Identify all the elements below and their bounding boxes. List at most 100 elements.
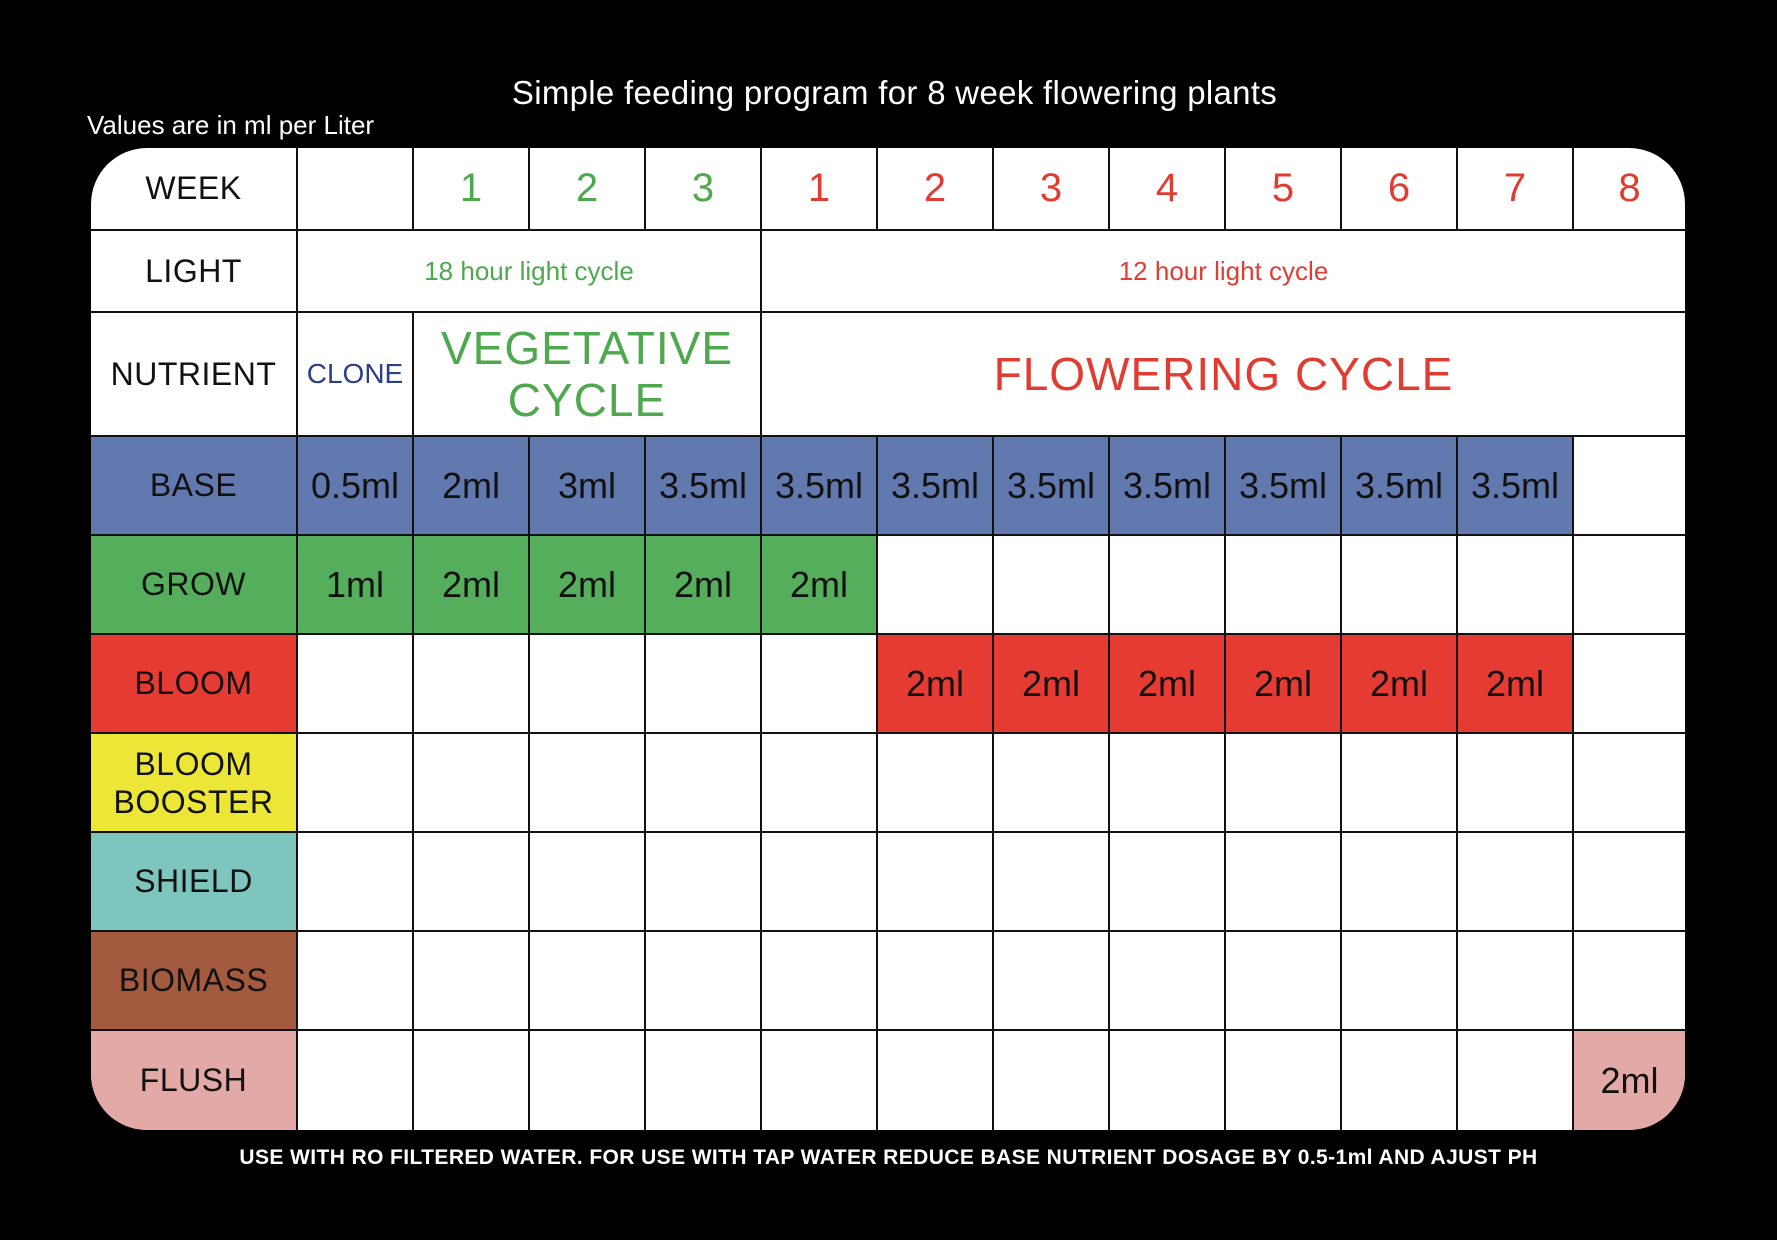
shield-dose-cell xyxy=(412,831,530,932)
flush-dose-cell xyxy=(1456,1029,1574,1130)
base-dose-cell: 3.5ml xyxy=(644,435,762,536)
shield-dose-cell xyxy=(1456,831,1574,932)
grow-dose-cell xyxy=(1108,534,1226,635)
bloom-dose-cell xyxy=(644,633,762,734)
flush-dose-cell xyxy=(992,1029,1110,1130)
week-row: WEEK 1 2 3 1 2 3 4 5 6 7 8 xyxy=(91,148,1685,231)
flush-dose-cell xyxy=(528,1029,646,1130)
biomass-dose-cell xyxy=(1572,930,1685,1031)
bloom-dose-cell: 2ml xyxy=(1340,633,1458,734)
week-cell: 4 xyxy=(1108,148,1226,231)
week-cell: 1 xyxy=(760,148,878,231)
flush-dose-cell xyxy=(1340,1029,1458,1130)
base-dose-cell: 3.5ml xyxy=(760,435,878,536)
bloom-booster-dose-cell xyxy=(1456,732,1574,833)
bloom-booster-dose-cell xyxy=(528,732,646,833)
bloom-booster-label: BLOOM BOOSTER xyxy=(91,732,298,833)
grow-dose-cell: 2ml xyxy=(644,534,762,635)
base-dose-cell: 0.5ml xyxy=(296,435,414,536)
shield-dose-cell xyxy=(296,831,414,932)
flush-dose-cell xyxy=(296,1029,414,1130)
grow-dose-cell: 2ml xyxy=(528,534,646,635)
flowering-cycle-phase: FLOWERING CYCLE xyxy=(760,311,1685,437)
feeding-table: WEEK 1 2 3 1 2 3 4 5 6 7 8 LIGHT 18 hour… xyxy=(91,148,1685,1130)
bloom-booster-dose-cell xyxy=(876,732,994,833)
bloom-booster-row: BLOOM BOOSTER xyxy=(91,732,1685,833)
units-subtitle: Values are in ml per Liter xyxy=(87,110,375,140)
week-cell: 2 xyxy=(528,148,646,231)
base-dose-cell xyxy=(1572,435,1685,536)
flush-dose-cell xyxy=(412,1029,530,1130)
bloom-booster-dose-cell xyxy=(1108,732,1226,833)
bloom-label: BLOOM xyxy=(91,633,298,734)
flush-dose-cell xyxy=(1224,1029,1342,1130)
bloom-dose-cell xyxy=(528,633,646,734)
grow-dose-cell xyxy=(1224,534,1342,635)
week-cell: 5 xyxy=(1224,148,1342,231)
flush-row: FLUSH 2ml xyxy=(91,1029,1685,1130)
grow-dose-cell xyxy=(1572,534,1685,635)
biomass-dose-cell xyxy=(1340,930,1458,1031)
base-dose-cell: 3.5ml xyxy=(1108,435,1226,536)
grow-dose-cell: 2ml xyxy=(412,534,530,635)
base-row: BASE 0.5ml 2ml 3ml 3.5ml 3.5ml 3.5ml 3.5… xyxy=(91,435,1685,536)
vegetative-cycle-line-2: CYCLE xyxy=(507,374,667,426)
biomass-dose-cell xyxy=(1224,930,1342,1031)
shield-dose-cell xyxy=(644,831,762,932)
week-cell xyxy=(296,148,414,231)
base-dose-cell: 3ml xyxy=(528,435,646,536)
week-cell: 1 xyxy=(412,148,530,231)
grow-label: GROW xyxy=(91,534,298,635)
bloom-booster-dose-cell xyxy=(1224,732,1342,833)
flush-dose-cell xyxy=(644,1029,762,1130)
base-dose-cell: 2ml xyxy=(412,435,530,536)
vegetative-cycle-line-1: VEGETATIVE xyxy=(440,322,734,374)
bloom-dose-cell: 2ml xyxy=(1108,633,1226,734)
biomass-dose-cell xyxy=(528,930,646,1031)
biomass-row: BIOMASS xyxy=(91,930,1685,1031)
feeding-table-card: WEEK 1 2 3 1 2 3 4 5 6 7 8 LIGHT 18 hour… xyxy=(91,148,1685,1130)
biomass-dose-cell xyxy=(1456,930,1574,1031)
vegetative-cycle-phase: VEGETATIVE CYCLE xyxy=(412,311,762,437)
grow-dose-cell: 1ml xyxy=(296,534,414,635)
biomass-dose-cell xyxy=(1108,930,1226,1031)
bloom-dose-cell xyxy=(412,633,530,734)
bloom-booster-dose-cell xyxy=(760,732,878,833)
week-cell: 8 xyxy=(1572,148,1685,231)
chart-title: Simple feeding program for 8 week flower… xyxy=(511,74,1278,111)
biomass-label: BIOMASS xyxy=(91,930,298,1031)
bloom-booster-label-line-2: BOOSTER xyxy=(113,783,274,820)
bloom-dose-cell: 2ml xyxy=(992,633,1110,734)
base-dose-cell: 3.5ml xyxy=(992,435,1110,536)
grow-dose-cell: 2ml xyxy=(760,534,878,635)
bloom-dose-cell: 2ml xyxy=(1224,633,1342,734)
biomass-dose-cell xyxy=(992,930,1110,1031)
bloom-booster-dose-cell xyxy=(412,732,530,833)
clone-phase: CLONE xyxy=(296,311,414,437)
shield-dose-cell xyxy=(992,831,1110,932)
base-dose-cell: 3.5ml xyxy=(1456,435,1574,536)
base-dose-cell: 3.5ml xyxy=(1224,435,1342,536)
week-cell: 3 xyxy=(644,148,762,231)
grow-dose-cell xyxy=(1456,534,1574,635)
shield-row: SHIELD xyxy=(91,831,1685,932)
shield-dose-cell xyxy=(528,831,646,932)
week-cell: 6 xyxy=(1340,148,1458,231)
biomass-dose-cell xyxy=(760,930,878,1031)
nutrient-row: NUTRIENT CLONE VEGETATIVE CYCLE FLOWERIN… xyxy=(91,311,1685,437)
bloom-dose-cell xyxy=(296,633,414,734)
bloom-dose-cell: 2ml xyxy=(1456,633,1574,734)
bloom-booster-dose-cell xyxy=(296,732,414,833)
flower-light-cycle: 12 hour light cycle xyxy=(760,229,1685,313)
light-row: LIGHT 18 hour light cycle 12 hour light … xyxy=(91,229,1685,313)
grow-dose-cell xyxy=(876,534,994,635)
bloom-booster-dose-cell xyxy=(1340,732,1458,833)
veg-light-cycle: 18 hour light cycle xyxy=(296,229,762,313)
water-usage-note: USE WITH RO FILTERED WATER. FOR USE WITH… xyxy=(239,1146,1538,1169)
bloom-dose-cell xyxy=(1572,633,1685,734)
bloom-booster-dose-cell xyxy=(992,732,1110,833)
bloom-booster-dose-cell xyxy=(1572,732,1685,833)
base-label: BASE xyxy=(91,435,298,536)
biomass-dose-cell xyxy=(412,930,530,1031)
shield-dose-cell xyxy=(876,831,994,932)
